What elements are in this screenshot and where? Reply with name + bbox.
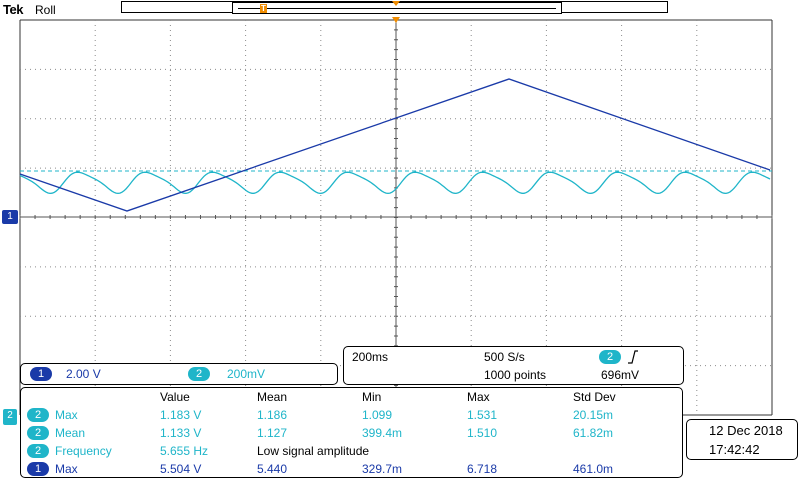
ch2-measurement-marker[interactable]: 2 (3, 409, 17, 425)
time-label: 17:42:42 (709, 442, 760, 457)
ch1-volts-per-div: 2.00 V (66, 367, 101, 381)
row-channel-badge: 1 (27, 462, 49, 476)
ch2-badge: 2 (188, 367, 210, 381)
brand-logo: Tek (3, 2, 23, 17)
col-header-max: Max (467, 390, 490, 404)
date-label: 12 Dec 2018 (709, 423, 783, 438)
ch2-volts-per-div: 200mV (227, 367, 266, 381)
row-measure-name: Max (55, 408, 78, 422)
row-channel-badge: 2 (27, 444, 49, 458)
col-header-std-dev: Std Dev (573, 390, 616, 404)
row-channel-badge: 2 (27, 426, 49, 440)
row-max: 1.510 (467, 426, 498, 440)
row-measure-name: Frequency (55, 444, 112, 458)
timebase-readout[interactable]: 200ms 500 S/s 1000 points 2 696mV (343, 346, 684, 385)
row-channel-badge: 2 (27, 408, 49, 422)
ch1-waveform (19, 78, 771, 212)
row-min: 329.7m (362, 462, 403, 476)
row-value: 1.133 V (160, 426, 202, 440)
col-header-mean: Mean (257, 390, 288, 404)
measurement-row[interactable]: 2 Frequency 5.655 Hz Low signal amplitud… (21, 443, 682, 459)
row-mean: 5.440 (257, 462, 288, 476)
col-header-value: Value (160, 390, 190, 404)
ch1-ground-marker[interactable]: 1 (2, 210, 18, 224)
row-std-dev: 20.15m (573, 408, 614, 422)
trigger-level: 696mV (601, 368, 640, 382)
row-mean: 1.127 (257, 426, 288, 440)
measurement-row[interactable]: 2 Mean 1.133 V 1.127 399.4m 1.510 61.82m (21, 425, 682, 441)
measurements-panel[interactable]: Value Mean Min Max Std Dev 2 Max 1.183 V… (20, 387, 683, 478)
rising-edge-icon (628, 350, 638, 364)
col-header-min: Min (362, 390, 382, 404)
row-std-dev: 461.0m (573, 462, 614, 476)
trigger-position-top-icon (392, 1, 400, 6)
vertical-scale-readout[interactable]: 1 2.00 V 2 200mV (20, 363, 338, 385)
trigger-point-icon (392, 17, 400, 23)
horizontal-scale: 200ms (352, 350, 389, 364)
row-value: 1.183 V (160, 408, 202, 422)
acquisition-mode: Roll (35, 3, 56, 17)
row-min: 1.099 (362, 408, 393, 422)
trigger-position-icon[interactable]: T (260, 4, 267, 13)
ch1-badge: 1 (30, 367, 52, 381)
row-measure-name: Mean (55, 426, 86, 440)
row-mean: 1.186 (257, 408, 288, 422)
row-note: Low signal amplitude (257, 444, 370, 458)
sample-rate: 500 S/s (484, 350, 525, 364)
ch2-marker-label: 2 (7, 410, 13, 421)
record-window-line (238, 8, 556, 9)
measurement-row[interactable]: 2 Max 1.183 V 1.186 1.099 1.531 20.15m (21, 407, 682, 423)
row-min: 399.4m (362, 426, 403, 440)
ch1-marker-label: 1 (7, 211, 13, 222)
row-std-dev: 61.82m (573, 426, 614, 440)
row-value: 5.504 V (160, 462, 202, 476)
row-measure-name: Max (55, 462, 78, 476)
row-max: 1.531 (467, 408, 498, 422)
trigger-source-badge: 2 (599, 350, 621, 364)
measurement-row[interactable]: 1 Max 5.504 V 5.440 329.7m 6.718 461.0m (21, 461, 682, 477)
record-length: 1000 points (484, 368, 547, 382)
row-value: 5.655 Hz (160, 444, 209, 458)
ch2-waveform (19, 171, 771, 195)
datetime-readout[interactable]: 12 Dec 2018 17:42:42 (686, 419, 798, 460)
row-max: 6.718 (467, 462, 498, 476)
